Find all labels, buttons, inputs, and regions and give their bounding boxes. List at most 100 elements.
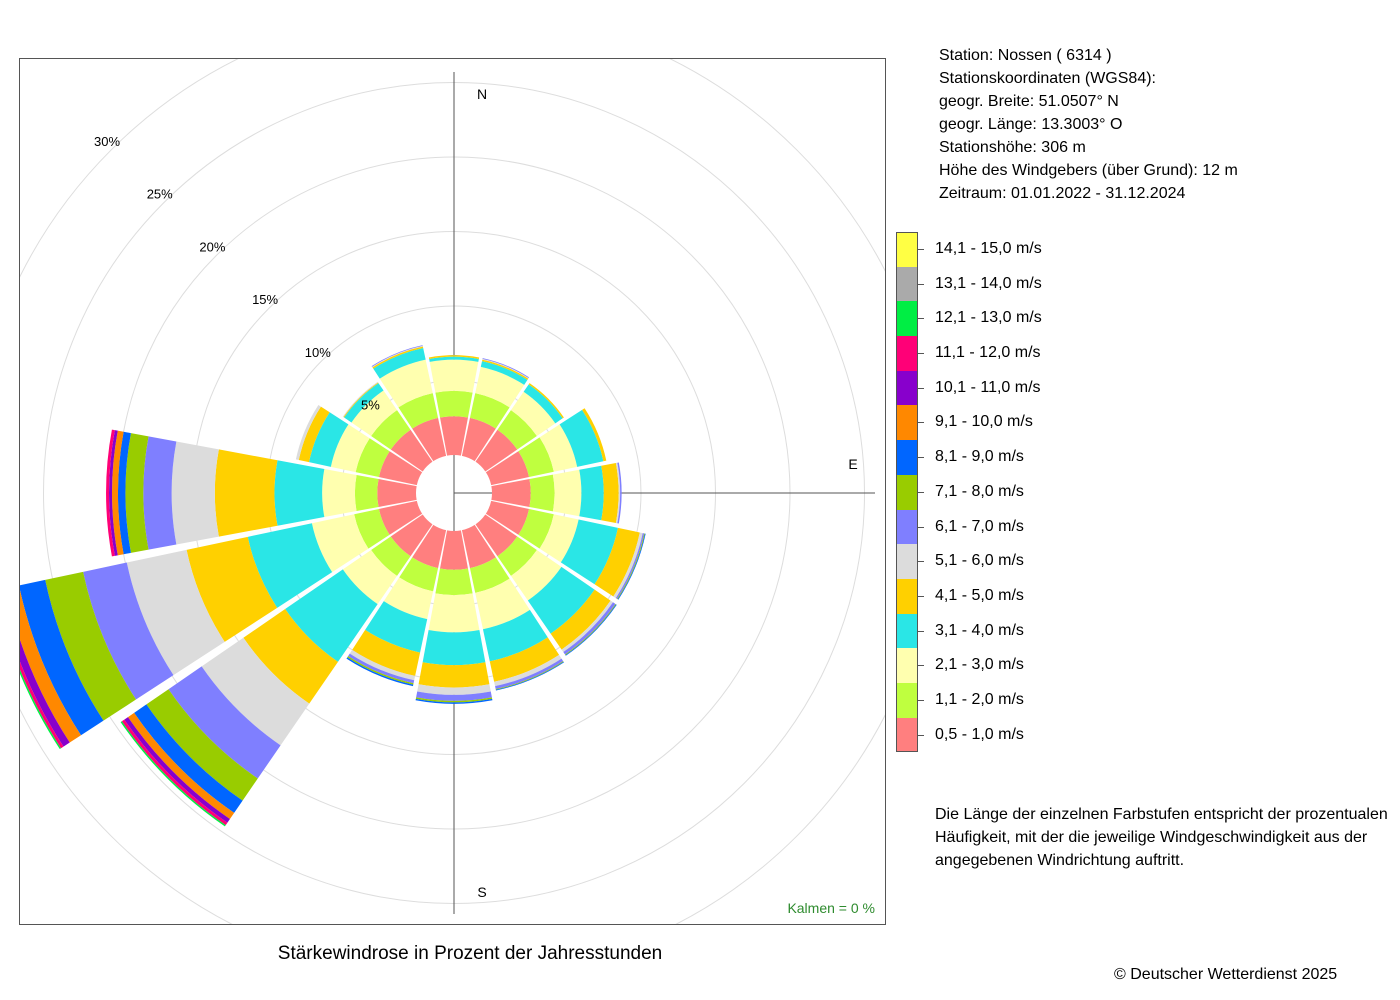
sector-WSW-bin-6 — [126, 549, 225, 676]
sector-NNO-bin-2 — [469, 393, 510, 429]
sector-WSW-bin-4 — [247, 523, 333, 608]
sector-NO-bin-2 — [497, 410, 537, 450]
sector-SSO-bin-7 — [495, 658, 564, 690]
sector-SW-bin-5 — [243, 609, 338, 704]
sector-W-bin-8 — [125, 433, 149, 553]
sector-S-bin-5 — [418, 662, 490, 688]
sector-ONO-bin-2 — [518, 437, 554, 478]
sector-WSW-bin-7 — [83, 562, 174, 700]
explanation-note: Die Länge der einzelnen Farbstufen entsp… — [935, 806, 1388, 869]
sector-SSO-bin-6 — [494, 654, 562, 687]
sector-W-bin-10 — [112, 430, 124, 556]
legend-label: 4,1 - 5,0 m/s — [935, 586, 1024, 604]
sector-WNW-bin-1 — [378, 451, 423, 486]
time-period: Zeitraum: 01.01.2022 - 31.12.2024 — [939, 185, 1186, 202]
calm-label: Kalmen = 0 % — [787, 900, 875, 916]
legend-label: 0,5 - 1,0 m/s — [935, 725, 1024, 743]
sector-WSW-bin-2 — [354, 508, 390, 549]
legend-tick — [918, 249, 924, 250]
sensor-height: Höhe des Windgebers (über Grund): 12 m — [939, 162, 1238, 179]
legend-label: 10,1 - 11,0 m/s — [935, 378, 1041, 396]
compass-label-n: N — [477, 86, 487, 102]
sector-NNO-bin-4 — [480, 361, 528, 385]
sector-S-bin-4 — [422, 629, 486, 666]
sector-N-bin-4 — [429, 356, 479, 362]
sector-NW-bin-2 — [371, 410, 411, 450]
sector-WSW-bin-10 — [20, 590, 81, 743]
sector-OSO-bin-2 — [518, 508, 554, 549]
sector-SSW-bin-7 — [348, 653, 415, 684]
legend-label: 11,1 - 12,0 m/s — [935, 344, 1041, 362]
legend-label: 9,1 - 10,0 m/s — [935, 413, 1033, 431]
sector-SSO-bin-5 — [489, 637, 560, 682]
legend-label: 1,1 - 2,0 m/s — [935, 690, 1024, 708]
sector-ONO-bin-1 — [485, 451, 530, 486]
legend-label: 13,1 - 14,0 m/s — [935, 274, 1042, 292]
legend-swatch — [896, 648, 918, 683]
sector-O-bin-7 — [617, 462, 622, 524]
sector-OSO-bin-6 — [613, 532, 643, 599]
station-elevation: Stationshöhe: 306 m — [939, 139, 1086, 156]
legend-label: 2,1 - 3,0 m/s — [935, 656, 1024, 674]
legend-swatch — [896, 682, 918, 718]
sector-W-bin-6 — [171, 441, 219, 545]
legend-label: 12,1 - 13,0 m/s — [935, 309, 1042, 327]
sector-SSW-bin-8 — [347, 656, 414, 685]
sector-N-bin-1 — [440, 416, 468, 456]
sector-NNW-bin-2 — [398, 393, 439, 429]
legend-tick — [918, 387, 924, 389]
sector-OSO-bin-7 — [615, 533, 645, 599]
sector-O-bin-3 — [552, 469, 582, 517]
legend-tick — [918, 457, 924, 459]
sector-O-bin-2 — [529, 474, 555, 512]
sector-NNW-bin-5 — [372, 346, 424, 369]
sector-WNW-bin-6 — [295, 404, 321, 461]
legend-label: 6,1 - 7,0 m/s — [935, 517, 1024, 535]
sector-W-bin-4 — [274, 460, 325, 526]
wind-rose-chart: 5% 10% 15% 20% 25% 30% N E S Kalmen = 0 % — [20, 59, 885, 924]
sector-SO-bin-7 — [563, 602, 616, 655]
sector-SO-bin-1 — [475, 514, 518, 557]
legend-tick — [918, 561, 924, 563]
sector-S-bin-3 — [428, 593, 480, 633]
sector-W-bin-12 — [106, 429, 115, 557]
legend-tick — [918, 699, 924, 701]
legend-swatch — [896, 336, 918, 371]
sector-S-bin-1 — [440, 530, 468, 570]
sector-SW-bin-6 — [201, 637, 310, 746]
sector-SW-bin-10 — [127, 712, 235, 820]
sector-SO-bin-4 — [527, 566, 595, 634]
legend-swatch — [896, 474, 918, 510]
sector-O-bin-1 — [491, 479, 531, 507]
sector-NO-bin-1 — [475, 429, 518, 472]
sector-SW-bin-7 — [168, 666, 281, 779]
wind-rose-plot-area: 5% 10% 15% 20% 25% 30% N E S Kalmen = 0 % — [19, 58, 886, 925]
compass-label-e: E — [848, 456, 857, 472]
sector-NNO-bin-3 — [475, 366, 525, 408]
sector-WSW-bin-1 — [378, 500, 423, 535]
legend-tick — [918, 422, 924, 424]
legend-tick — [918, 526, 924, 528]
sector-N-bin-3 — [429, 359, 479, 393]
sector-W-bin-2 — [354, 474, 379, 512]
radial-tick-label-30: 30% — [94, 134, 120, 149]
sector-SW-bin-2 — [371, 536, 411, 576]
legend-tick — [918, 353, 924, 355]
legend-label: 8,1 - 9,0 m/s — [935, 448, 1024, 466]
sector-SSW-bin-2 — [399, 557, 439, 592]
sector-SO-bin-5 — [550, 589, 611, 650]
sector-SSW-bin-6 — [349, 649, 416, 681]
sector-WSW-bin-11 — [20, 639, 70, 747]
sector-NW-bin-3 — [351, 390, 398, 437]
sector-NO-bin-3 — [510, 391, 556, 437]
sector-WNW-bin-5 — [298, 406, 330, 463]
sector-SSW-bin-9 — [346, 657, 414, 687]
sector-NW-bin-1 — [390, 429, 433, 472]
sector-WSW-bin-9 — [20, 579, 104, 736]
sector-SW-bin-8 — [146, 689, 258, 801]
legend-swatch — [896, 370, 918, 406]
radial-tick-label-10: 10% — [305, 345, 331, 360]
sector-OSO-bin-5 — [594, 527, 640, 597]
legend-swatch — [896, 232, 918, 267]
sector-SW-bin-1 — [390, 514, 433, 557]
